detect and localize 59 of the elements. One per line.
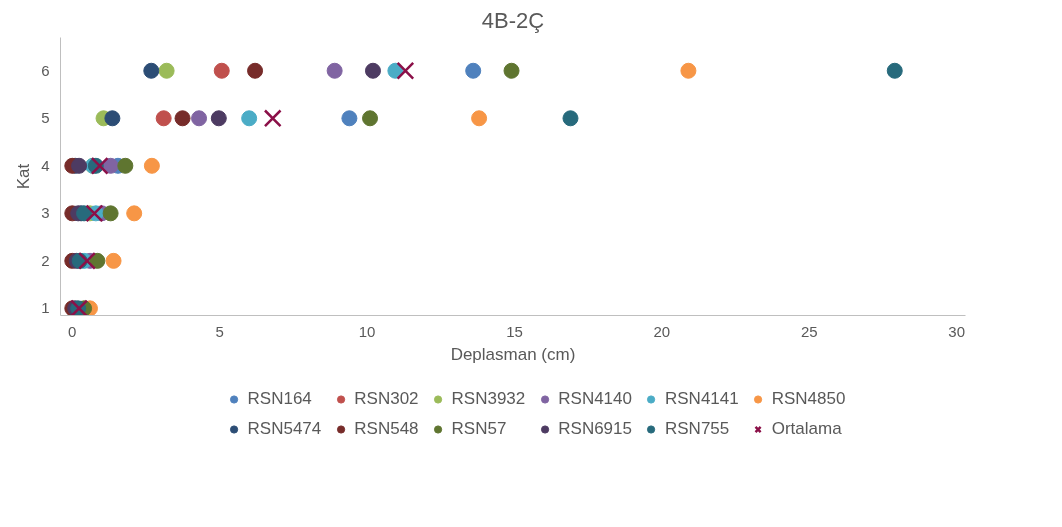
legend-label: RSN4140 [558,388,632,409]
point [680,62,697,79]
legend-label: RSN302 [354,388,419,409]
point [117,157,134,174]
point [104,110,121,127]
point [263,109,282,128]
point [191,110,208,127]
x-tick-label: 15 [506,322,523,340]
point [71,157,88,174]
legend-label: RSN3932 [451,388,526,409]
point [886,62,903,79]
point [102,205,119,222]
point [143,157,160,174]
point [503,62,520,79]
y-tick-label: 6 [41,61,50,79]
point [158,62,175,79]
point [396,61,415,80]
y-tick-label: 3 [41,204,50,222]
y-tick-label: 2 [41,251,50,269]
legend-label: RSN4141 [664,388,739,409]
legend-label: RSN4850 [771,388,846,409]
y-tick-label: 1 [41,299,50,317]
point [326,62,343,79]
chart-title: 4B-2Ç [481,7,545,33]
legend-label: RSN755 [664,418,730,439]
point [90,156,109,175]
x-tick-label: 25 [800,322,818,340]
y-tick-label: 4 [41,156,50,174]
point [364,62,381,79]
point [210,110,227,127]
x-axis-title: Deplasman (cm) [450,344,576,364]
x-tick-label: 20 [653,322,671,340]
point [465,62,482,79]
point [213,62,230,79]
x-tick-label: 30 [948,322,965,340]
legend-label: RSN6915 [558,418,632,439]
x-tick-label: 10 [358,322,376,340]
legend-label: RSN57 [451,418,507,439]
y-axis-title: Kat [14,163,34,190]
legend-label: RSN548 [354,418,419,439]
point [174,110,191,127]
point [247,62,264,79]
point [241,110,258,127]
point [341,110,358,127]
legend-label: Ortalama [771,418,842,439]
y-tick-label: 5 [41,109,50,127]
point [362,110,379,127]
legend-label: RSN164 [247,388,312,409]
point [78,251,97,270]
point [143,62,160,79]
point [105,252,122,269]
point [126,205,143,222]
x-tick-label: 5 [215,322,224,340]
point [155,110,172,127]
point [89,252,106,269]
x-tick-label: 0 [68,322,77,340]
point [471,110,488,127]
point [562,110,579,127]
legend-label: RSN5474 [247,418,322,439]
